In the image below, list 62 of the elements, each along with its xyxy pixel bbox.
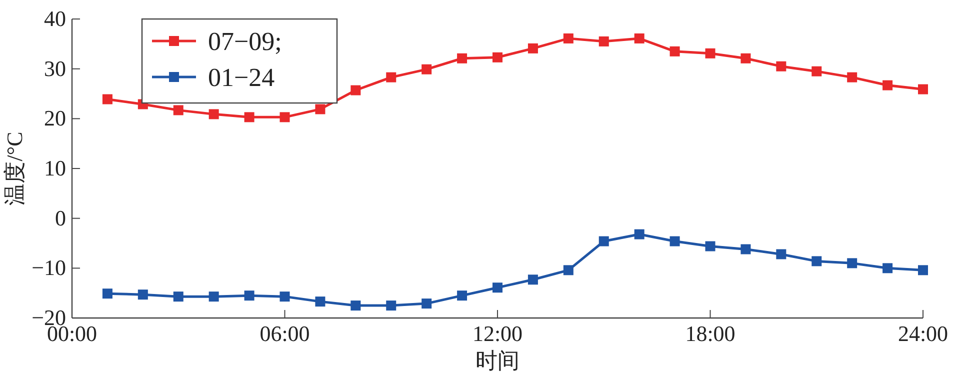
point (173, 105, 184, 116)
point (280, 292, 290, 302)
point (670, 236, 680, 246)
point (918, 265, 928, 276)
point (812, 256, 822, 266)
point (208, 292, 219, 302)
x-tick-label: 12:00 (472, 321, 523, 346)
point (244, 112, 254, 122)
point (528, 274, 538, 285)
point (634, 229, 644, 240)
point (492, 52, 502, 62)
point (740, 244, 751, 254)
y-axis-title: 温度/°C (2, 132, 27, 206)
point (244, 290, 254, 301)
point (350, 85, 361, 96)
point (563, 265, 574, 276)
point (528, 43, 538, 54)
point (386, 72, 396, 82)
point (422, 64, 432, 74)
y-tick-label: 40 (44, 6, 66, 31)
point (350, 300, 361, 311)
y-tick-label: 30 (44, 56, 66, 81)
point (315, 104, 326, 114)
point (598, 36, 609, 46)
point (563, 33, 574, 44)
point (492, 282, 502, 293)
point (315, 296, 326, 307)
x-axis-title: 时间 (476, 348, 520, 373)
point (812, 66, 822, 76)
point (457, 290, 468, 301)
point (208, 109, 219, 120)
point (705, 48, 716, 58)
y-tick-label: 20 (44, 106, 66, 131)
legend-label: 01−24 (208, 63, 275, 92)
point (102, 288, 112, 299)
point (882, 263, 893, 274)
point (776, 249, 786, 260)
legend-label: 07−09; (208, 27, 282, 56)
point (598, 236, 609, 246)
point (386, 300, 396, 311)
x-tick-label: 24:00 (898, 321, 948, 346)
point (670, 46, 680, 56)
point (280, 112, 290, 122)
x-tick-label: 18:00 (685, 321, 736, 346)
point (847, 72, 858, 82)
y-tick-label: 10 (44, 156, 66, 180)
point (634, 33, 644, 44)
y-tick-label: 0 (55, 205, 66, 230)
point (882, 80, 893, 90)
point (457, 53, 468, 64)
point (705, 241, 716, 252)
point (847, 258, 858, 268)
legend: 07−09; 01−24 (141, 18, 338, 104)
point (740, 53, 751, 64)
point (102, 94, 112, 104)
y-tick-label: −10 (32, 255, 66, 280)
point (776, 61, 786, 72)
point (422, 298, 432, 309)
point (138, 290, 148, 300)
point (173, 292, 184, 302)
x-tick-label: 06:00 (260, 321, 310, 346)
point (918, 84, 928, 94)
